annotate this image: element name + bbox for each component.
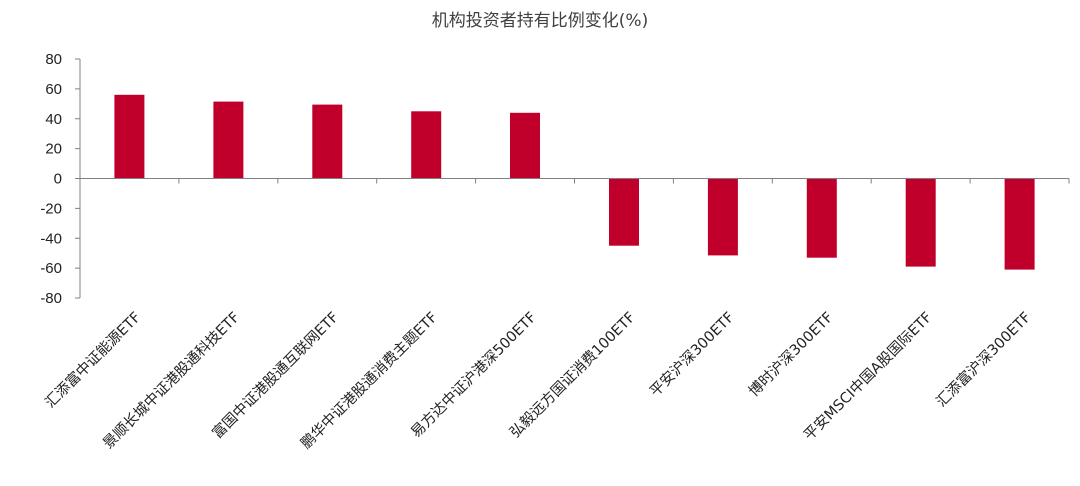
y-tick-label: 20 bbox=[45, 141, 62, 158]
y-tick-label: -40 bbox=[40, 230, 62, 247]
bars bbox=[114, 94, 1035, 270]
y-axis: 80 60 40 20 0 -20 -40 -60 -80 bbox=[40, 51, 81, 307]
y-tick-label: 80 bbox=[45, 51, 62, 68]
x-category-label: 汇添富沪深300ETF bbox=[932, 308, 1034, 410]
bar bbox=[609, 178, 639, 246]
y-tick-label: -20 bbox=[40, 200, 62, 217]
bar bbox=[905, 178, 936, 267]
bar bbox=[707, 178, 738, 256]
bar bbox=[1004, 178, 1035, 270]
bar bbox=[806, 178, 837, 258]
y-tick-label: 60 bbox=[45, 81, 62, 98]
bar bbox=[411, 111, 442, 179]
y-tick-label: 40 bbox=[45, 111, 62, 128]
bar bbox=[510, 112, 540, 179]
x-category-label: 平安沪深300ETF bbox=[646, 309, 737, 400]
y-tick-label: -80 bbox=[40, 290, 62, 307]
x-category-label: 博时沪深300ETF bbox=[745, 309, 836, 400]
x-axis bbox=[79, 178, 1070, 184]
bar bbox=[312, 104, 343, 179]
category-labels: 汇添富中证能源ETF景顺长城中证港股通科技ETF富国中证港股通互联网ETF鹏华中… bbox=[41, 308, 1034, 452]
bar bbox=[213, 101, 244, 179]
y-tick-label: -60 bbox=[40, 260, 62, 277]
bar bbox=[114, 94, 145, 179]
x-category-label: 汇添富中证能源ETF bbox=[41, 308, 144, 411]
chart-title: 机构投资者持有比例变化(%) bbox=[431, 11, 649, 31]
y-tick-label: 0 bbox=[54, 171, 62, 188]
